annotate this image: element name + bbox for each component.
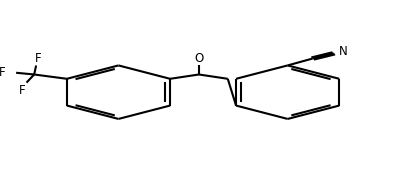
Text: F: F — [35, 52, 41, 65]
Text: O: O — [194, 52, 204, 65]
Text: N: N — [339, 45, 348, 58]
Text: F: F — [0, 66, 6, 79]
Text: F: F — [19, 84, 26, 97]
